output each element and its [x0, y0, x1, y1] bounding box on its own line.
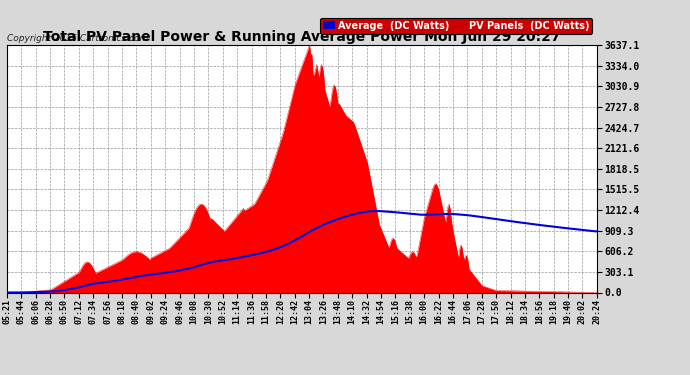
- Text: Copyright 2015 Cartronics.com: Copyright 2015 Cartronics.com: [7, 33, 148, 42]
- Legend: Average  (DC Watts), PV Panels  (DC Watts): Average (DC Watts), PV Panels (DC Watts): [320, 18, 592, 33]
- Title: Total PV Panel Power & Running Average Power Mon Jun 29 20:27: Total PV Panel Power & Running Average P…: [43, 30, 560, 44]
